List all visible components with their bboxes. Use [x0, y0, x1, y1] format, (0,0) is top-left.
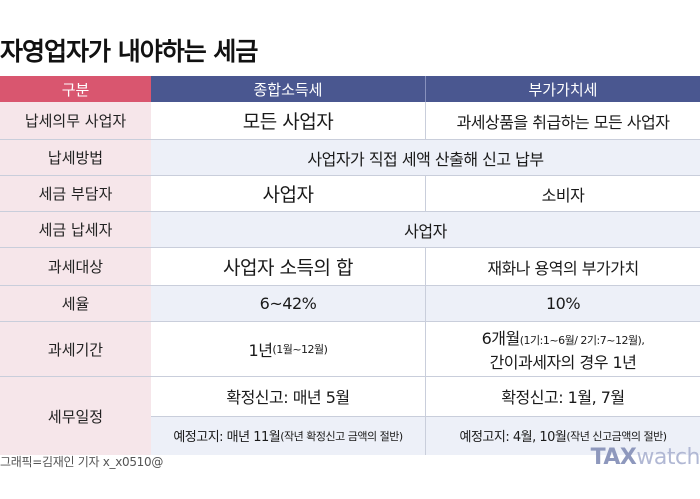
table-row: 납세의무 사업자 모든 사업자 과세상품을 취급하는 모든 사업자 — [0, 102, 700, 140]
table-header-row: 구분 종합소득세 부가가치세 — [0, 76, 700, 102]
graphic-credit: 그래픽=김재인 기자 x_x0510@ — [0, 455, 164, 469]
period-line2: 간이과세자의 경우 1년 — [489, 353, 637, 372]
table-row: 세무일정 확정신고: 매년 5월 예정고지: 매년 11월 (작년 확정신고 금액… — [0, 377, 700, 455]
taxwatch-logo: TAXwatch — [591, 445, 700, 470]
header-category: 구분 — [0, 76, 151, 102]
row-label: 과세기간 — [0, 322, 151, 376]
row-label: 세금 부담자 — [0, 176, 151, 211]
table-row: 세금 납세자 사업자 — [0, 212, 700, 248]
vat-cell: 재화나 용역의 부가가치 — [425, 248, 700, 285]
income-tax-cell: 1년 (1월~12월) — [151, 322, 425, 376]
vat-cell: 10% — [425, 286, 700, 321]
row-label: 세금 납세자 — [0, 212, 151, 247]
notice-main: 예정고지: 4월, 10월 — [459, 430, 567, 446]
notice-main: 예정고지: 매년 11월 — [173, 430, 281, 446]
income-tax-cell: 확정신고: 매년 5월 예정고지: 매년 11월 (작년 확정신고 금액의 절반) — [151, 377, 425, 455]
schedule-notice: 예정고지: 4월, 10월 (작년 신고금액의 절반) — [426, 416, 700, 455]
header-vat: 부가가치세 — [425, 76, 700, 102]
income-tax-cell: 사업자 소득의 합 — [223, 257, 353, 279]
schedule-confirm: 확정신고: 1월, 7월 — [426, 377, 700, 417]
tax-comparison-table: 구분 종합소득세 부가가치세 납세의무 사업자 모든 사업자 과세상품을 취급하… — [0, 76, 700, 455]
income-tax-cell: 모든 사업자 — [242, 111, 334, 133]
logo-part2: watch — [636, 445, 700, 470]
header-income-tax: 종합소득세 — [151, 76, 425, 102]
table-row: 과세대상 사업자 소득의 합 재화나 용역의 부가가치 — [0, 248, 700, 286]
row-label: 세무일정 — [0, 377, 151, 455]
table-row: 세율 6~42% 10% — [0, 286, 700, 322]
row-label: 세율 — [0, 286, 151, 321]
row-label: 과세대상 — [0, 248, 151, 285]
logo-part1: TAX — [590, 445, 637, 470]
merged-cell: 사업자가 직접 세액 산출해 신고 납부 — [151, 140, 700, 175]
period-main: 1년 — [248, 341, 273, 360]
vat-cell: 소비자 — [425, 176, 700, 211]
table-row: 세금 부담자 사업자 소비자 — [0, 176, 700, 212]
vat-cell: 6개월(1기:1~6월/ 2기:7~12월), 간이과세자의 경우 1년 — [425, 322, 700, 376]
period-sub: (1월~12월) — [272, 343, 328, 356]
vat-cell: 확정신고: 1월, 7월 예정고지: 4월, 10월 (작년 신고금액의 절반) — [425, 377, 700, 455]
schedule-confirm: 확정신고: 매년 5월 — [151, 377, 425, 417]
notice-sub: (작년 신고금액의 절반) — [566, 429, 667, 443]
period-main: 6개월 — [481, 329, 521, 348]
period-sub: (1기:1~6월/ 2기:7~12월), — [519, 334, 645, 347]
schedule-notice: 예정고지: 매년 11월 (작년 확정신고 금액의 절반) — [151, 416, 425, 455]
table-row: 납세방법 사업자가 직접 세액 산출해 신고 납부 — [0, 140, 700, 176]
table-row: 과세기간 1년 (1월~12월) 6개월(1기:1~6월/ 2기:7~12월), … — [0, 322, 700, 377]
income-tax-cell: 6~42% — [151, 286, 425, 321]
notice-sub: (작년 확정신고 금액의 절반) — [280, 429, 403, 443]
row-label: 납세의무 사업자 — [0, 102, 151, 139]
row-label: 납세방법 — [0, 140, 151, 175]
merged-cell: 사업자 — [151, 212, 700, 247]
page-title: 자영업자가 내야하는 세금 — [0, 37, 258, 66]
income-tax-cell: 사업자 — [262, 184, 314, 206]
vat-cell: 과세상품을 취급하는 모든 사업자 — [425, 102, 700, 139]
